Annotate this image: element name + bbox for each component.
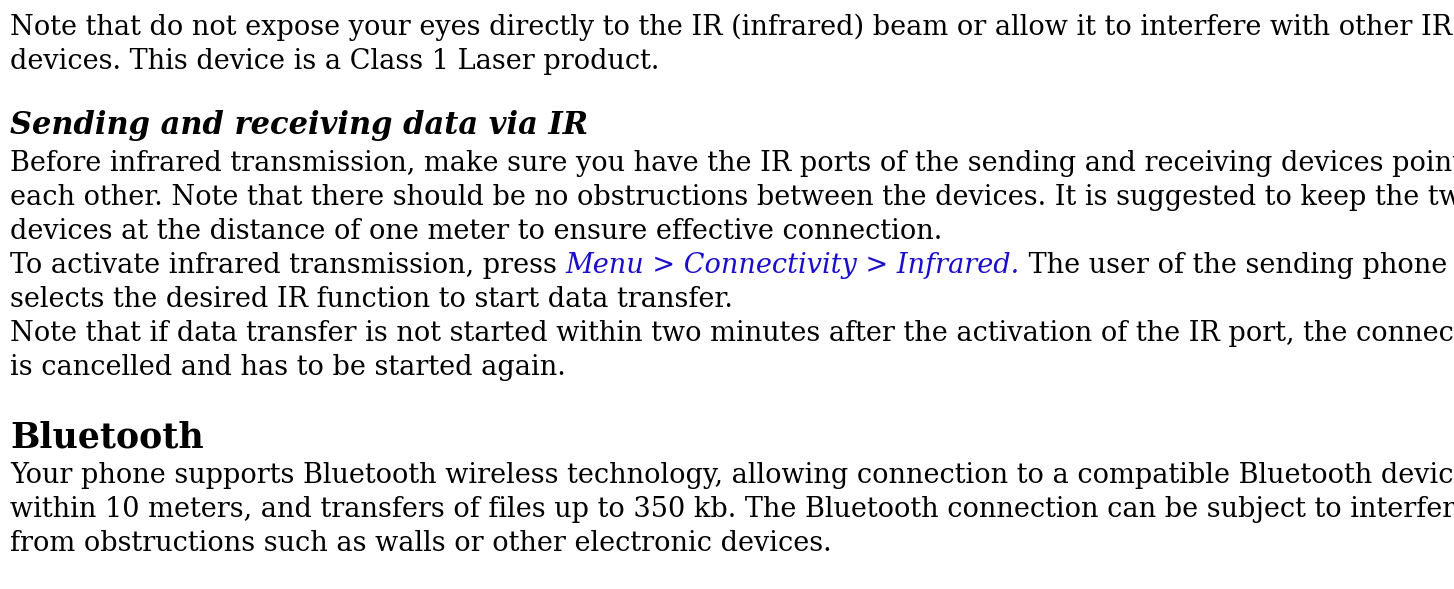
Text: Note that if data transfer is not started within two minutes after the activatio: Note that if data transfer is not starte… (10, 320, 1454, 347)
Text: Bluetooth: Bluetooth (10, 420, 204, 454)
Text: is cancelled and has to be started again.: is cancelled and has to be started again… (10, 354, 566, 381)
Text: To activate infrared transmission, press: To activate infrared transmission, press (10, 252, 566, 279)
Text: Note that do not expose your eyes directly to the IR (infrared) beam or allow it: Note that do not expose your eyes direct… (10, 14, 1453, 41)
Text: The user of the sending phone: The user of the sending phone (1019, 252, 1447, 279)
Text: Before infrared transmission, make sure you have the IR ports of the sending and: Before infrared transmission, make sure … (10, 150, 1454, 177)
Text: each other. Note that there should be no obstructions between the devices. It is: each other. Note that there should be no… (10, 184, 1454, 211)
Text: devices at the distance of one meter to ensure effective connection.: devices at the distance of one meter to … (10, 218, 942, 245)
Text: Your phone supports Bluetooth wireless technology, allowing connection to a comp: Your phone supports Bluetooth wireless t… (10, 462, 1454, 489)
Text: Menu > Connectivity > Infrared.: Menu > Connectivity > Infrared. (566, 252, 1019, 279)
Text: within 10 meters, and transfers of files up to 350 kb. The Bluetooth connection : within 10 meters, and transfers of files… (10, 496, 1454, 523)
Text: devices. This device is a Class 1 Laser product.: devices. This device is a Class 1 Laser … (10, 48, 659, 75)
Text: from obstructions such as walls or other electronic devices.: from obstructions such as walls or other… (10, 530, 832, 557)
Text: Sending and receiving data via IR: Sending and receiving data via IR (10, 110, 587, 141)
Text: selects the desired IR function to start data transfer.: selects the desired IR function to start… (10, 286, 733, 313)
